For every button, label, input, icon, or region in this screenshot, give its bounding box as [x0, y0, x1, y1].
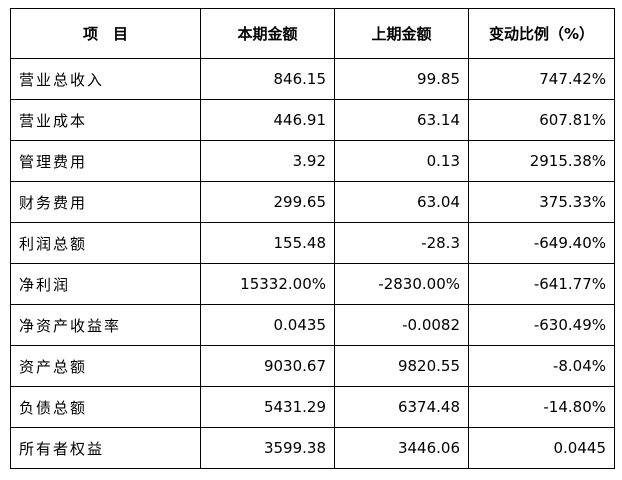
change-ratio-cell: -8.04% — [468, 345, 615, 387]
table-row: 资产总额 9030.67 9820.55 -8.04% — [10, 345, 615, 387]
current-amount-cell: 846.15 — [200, 58, 335, 100]
previous-amount-cell: 99.85 — [334, 58, 469, 100]
change-ratio-cell: -649.40% — [468, 222, 615, 264]
previous-amount-cell: 9820.55 — [334, 345, 469, 387]
table-row: 负债总额 5431.29 6374.48 -14.80% — [10, 386, 615, 428]
change-ratio-cell: -14.80% — [468, 386, 615, 428]
change-ratio-cell: 607.81% — [468, 99, 615, 141]
change-ratio-cell: 375.33% — [468, 181, 615, 223]
current-amount-cell: 5431.29 — [200, 386, 335, 428]
item-name-cell: 利润总额 — [10, 222, 201, 264]
current-amount-cell: 15332.00% — [200, 263, 335, 305]
item-name-cell: 净资产收益率 — [10, 304, 201, 346]
table-row: 净利润 15332.00% -2830.00% -641.77% — [10, 263, 615, 305]
table-row: 营业总收入 846.15 99.85 747.42% — [10, 58, 615, 100]
item-name-cell: 营业总收入 — [10, 58, 201, 100]
item-name-cell: 管理费用 — [10, 140, 201, 182]
previous-amount-cell: 63.04 — [334, 181, 469, 223]
financial-table: 项 目 本期金额 上期金额 变动比例（%） 营业总收入 846.15 99.85 74… — [10, 8, 615, 469]
header-current: 本期金额 — [200, 8, 335, 59]
item-name-cell: 净利润 — [10, 263, 201, 305]
change-ratio-cell: -641.77% — [468, 263, 615, 305]
previous-amount-cell: -2830.00% — [334, 263, 469, 305]
current-amount-cell: 299.65 — [200, 181, 335, 223]
previous-amount-cell: 6374.48 — [334, 386, 469, 428]
item-name-cell: 营业成本 — [10, 99, 201, 141]
table-row: 净资产收益率 0.0435 -0.0082 -630.49% — [10, 304, 615, 346]
header-row: 项 目 本期金额 上期金额 变动比例（%） — [10, 8, 615, 59]
header-change: 变动比例（%） — [468, 8, 615, 59]
table-row: 所有者权益 3599.38 3446.06 0.0445 — [10, 427, 615, 469]
table-row: 财务费用 299.65 63.04 375.33% — [10, 181, 615, 223]
previous-amount-cell: 0.13 — [334, 140, 469, 182]
table-row: 利润总额 155.48 -28.3 -649.40% — [10, 222, 615, 264]
header-item: 项 目 — [10, 8, 201, 59]
previous-amount-cell: -28.3 — [334, 222, 469, 264]
change-ratio-cell: 0.0445 — [468, 427, 615, 469]
current-amount-cell: 446.91 — [200, 99, 335, 141]
table-row: 管理费用 3.92 0.13 2915.38% — [10, 140, 615, 182]
current-amount-cell: 0.0435 — [200, 304, 335, 346]
current-amount-cell: 3.92 — [200, 140, 335, 182]
item-name-cell: 资产总额 — [10, 345, 201, 387]
previous-amount-cell: 63.14 — [334, 99, 469, 141]
current-amount-cell: 3599.38 — [200, 427, 335, 469]
change-ratio-cell: 2915.38% — [468, 140, 615, 182]
change-ratio-cell: 747.42% — [468, 58, 615, 100]
previous-amount-cell: 3446.06 — [334, 427, 469, 469]
item-name-cell: 所有者权益 — [10, 427, 201, 469]
item-name-cell: 财务费用 — [10, 181, 201, 223]
current-amount-cell: 9030.67 — [200, 345, 335, 387]
change-ratio-cell: -630.49% — [468, 304, 615, 346]
table-row: 营业成本 446.91 63.14 607.81% — [10, 99, 615, 141]
current-amount-cell: 155.48 — [200, 222, 335, 264]
header-previous: 上期金额 — [334, 8, 469, 59]
previous-amount-cell: -0.0082 — [334, 304, 469, 346]
item-name-cell: 负债总额 — [10, 386, 201, 428]
